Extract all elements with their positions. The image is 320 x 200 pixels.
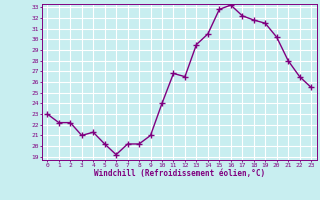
X-axis label: Windchill (Refroidissement éolien,°C): Windchill (Refroidissement éolien,°C) <box>94 169 265 178</box>
